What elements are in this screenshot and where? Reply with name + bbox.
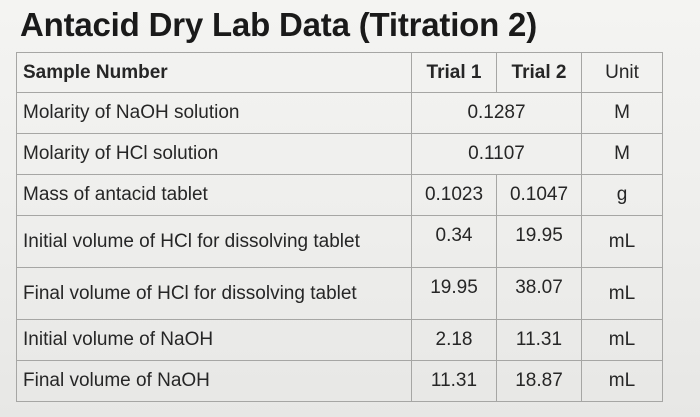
trial-2-value: 0.1047 — [496, 174, 582, 216]
trial-1-text: 19.95 — [430, 276, 478, 298]
trial-2-value: 18.87 — [496, 360, 582, 402]
unit-cell: M — [581, 92, 663, 134]
lab-data-table: Sample Number Trial 1 Trial 2 Unit Molar… — [16, 52, 663, 402]
trial-1-value: 0.34 — [411, 215, 497, 268]
row-label: Molarity of NaOH solution — [16, 92, 412, 134]
trial-1-value: 19.95 — [411, 267, 497, 320]
row-label: Mass of antacid tablet — [16, 174, 412, 216]
header-unit: Unit — [581, 52, 663, 93]
unit-cell: g — [581, 174, 663, 216]
page-title: Antacid Dry Lab Data (Titration 2) — [20, 6, 537, 43]
unit-cell: M — [581, 133, 663, 175]
trial-1-text: 0.34 — [435, 224, 473, 246]
shared-value: 0.1107 — [411, 133, 582, 175]
unit-cell: mL — [581, 360, 663, 402]
trial-2-value: 19.95 — [496, 215, 582, 268]
table-row-initial-naoh: Initial volume of NaOH 2.18 11.31 mL — [16, 319, 663, 361]
row-label: Molarity of HCl solution — [16, 133, 412, 175]
row-label: Initial volume of HCl for dissolving tab… — [16, 215, 412, 268]
trial-1-value: 11.31 — [411, 360, 497, 402]
unit-cell: mL — [581, 215, 663, 268]
trial-2-text: 38.07 — [515, 276, 563, 298]
trial-2-text: 19.95 — [515, 224, 563, 246]
row-label: Final volume of HCl for dissolving table… — [16, 267, 412, 320]
header-trial-2: Trial 2 — [496, 52, 582, 93]
table-row-initial-hcl: Initial volume of HCl for dissolving tab… — [16, 215, 663, 268]
header-trial-1: Trial 1 — [411, 52, 497, 93]
trial-2-value: 11.31 — [496, 319, 582, 361]
header-sample-number: Sample Number — [16, 52, 412, 93]
row-label: Initial volume of NaOH — [16, 319, 412, 361]
table-row-mass-tablet: Mass of antacid tablet 0.1023 0.1047 g — [16, 174, 663, 216]
trial-1-value: 2.18 — [411, 319, 497, 361]
trial-1-value: 0.1023 — [411, 174, 497, 216]
unit-cell: mL — [581, 319, 663, 361]
table-row-final-naoh: Final volume of NaOH 11.31 18.87 mL — [16, 360, 663, 402]
shared-value: 0.1287 — [411, 92, 582, 134]
table-row-final-hcl: Final volume of HCl for dissolving table… — [16, 267, 663, 320]
unit-cell: mL — [581, 267, 663, 320]
table-header-row: Sample Number Trial 1 Trial 2 Unit — [16, 52, 663, 93]
table-row-molarity-hcl: Molarity of HCl solution 0.1107 M — [16, 133, 663, 175]
trial-2-value: 38.07 — [496, 267, 582, 320]
table-row-molarity-naoh: Molarity of NaOH solution 0.1287 M — [16, 92, 663, 134]
row-label: Final volume of NaOH — [16, 360, 412, 402]
